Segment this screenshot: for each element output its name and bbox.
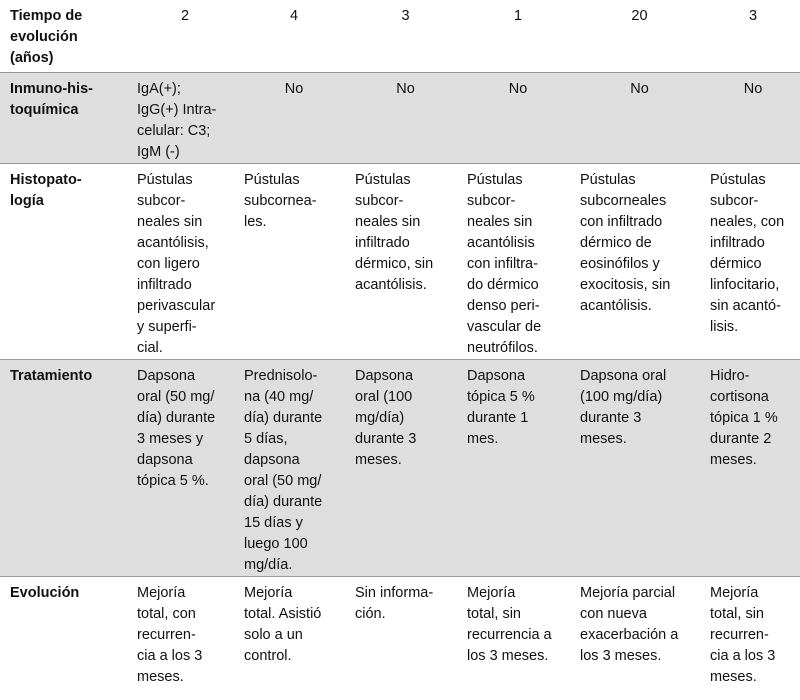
table-cell: Prednisolo- na (40 mg/ día) durante 5 dí… xyxy=(237,359,348,577)
table-cell: 3 xyxy=(348,0,460,73)
table-row: Evolución Mejoría total, con recurren- ci… xyxy=(0,576,800,700)
table-cell: 1 xyxy=(460,0,573,73)
row-label: Inmuno-his- toquímica xyxy=(0,72,130,164)
table-cell: 4 xyxy=(237,0,348,73)
table-cell: IgA(+); IgG(+) Intra- celular: C3; IgM (… xyxy=(130,72,237,164)
table-cell: Pústulas subcor- neales sin acantólisis,… xyxy=(130,163,237,360)
table-row: Tratamiento Dapsona oral (50 mg/ día) dur… xyxy=(0,359,800,577)
table-cell: Pústulas subcor- neales, con infiltrado … xyxy=(703,163,800,360)
row-label: Histopato- logía xyxy=(0,163,130,360)
table-row: Tiempo de evolución (años) 2 4 3 1 20 3 xyxy=(0,0,800,73)
table-cell: No xyxy=(573,72,703,164)
table-cell: 20 xyxy=(573,0,703,73)
table-cell: Pústulas subcor- neales sin infiltrado d… xyxy=(348,163,460,360)
table-cell: Dapsona tópica 5 % durante 1 mes. xyxy=(460,359,573,577)
table-cell: Pústulas subcorneales con infiltrado dér… xyxy=(573,163,703,360)
table-cell: Hidro- cortisona tópica 1 % durante 2 me… xyxy=(703,359,800,577)
table-cell: 3 xyxy=(703,0,800,73)
table-cell: Mejoría total, sin recurrencia a los 3 m… xyxy=(467,584,552,664)
table-cell: No xyxy=(703,72,800,164)
table-cell: 2 xyxy=(130,0,237,73)
table-cell: Dapsona oral (100 mg/día) durante 3 mese… xyxy=(573,359,703,577)
table-row: Histopato- logía Pústulas subcor- neales … xyxy=(0,163,800,360)
table-cell: No xyxy=(348,72,460,164)
table-cell: Mejoría total, con recurren- cia a los 3… xyxy=(137,584,203,685)
table-row: Inmuno-his- toquímica IgA(+); IgG(+) Intr… xyxy=(0,72,800,164)
row-label: Tiempo de evolución (años) xyxy=(0,0,130,73)
table-cell: Dapsona oral (50 mg/ día) durante 3 mese… xyxy=(130,359,237,577)
table-cell: Sin informa- ción. xyxy=(355,584,434,622)
table-cell: Mejoría total. Asistió solo a un control… xyxy=(244,584,322,664)
row-label: Tratamiento xyxy=(0,359,130,577)
table-cell: Pústulas subcornea- les. xyxy=(237,163,348,360)
table-cell: Mejoría total, sin recurren- cia a los 3… xyxy=(710,584,776,685)
table-cell: Pústulas subcor- neales sin acantólisis … xyxy=(460,163,573,360)
table-cell: No xyxy=(237,72,348,164)
table-cell: No xyxy=(460,72,573,164)
table-cell: Mejoría parcial con nueva exacerbación a… xyxy=(580,584,679,664)
table-cell: Dapsona oral (100 mg/día) durante 3 mese… xyxy=(348,359,460,577)
row-label: Evolución xyxy=(10,584,80,601)
